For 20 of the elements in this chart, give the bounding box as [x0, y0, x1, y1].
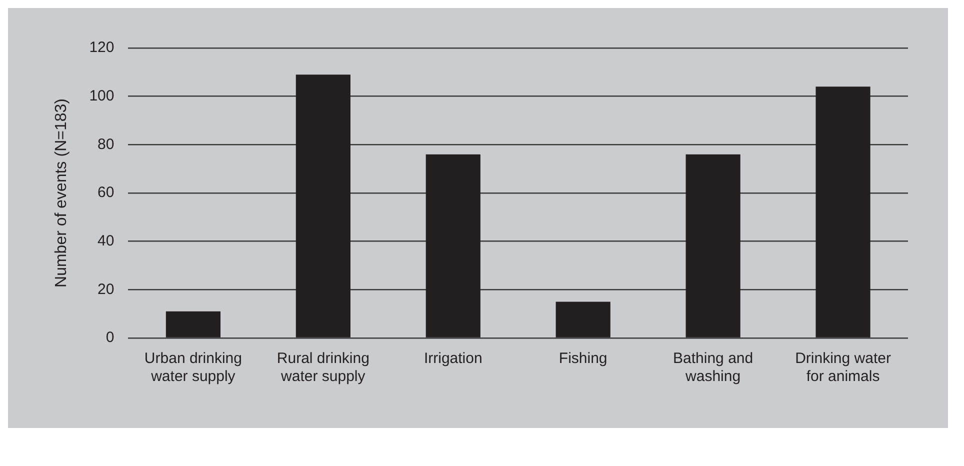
- bar: [556, 302, 610, 338]
- y-tick-label: 20: [98, 280, 114, 298]
- y-tick-label: 80: [98, 136, 114, 153]
- x-tick-label: Fishing: [558, 350, 608, 368]
- bar: [166, 311, 220, 338]
- bar: [816, 86, 870, 338]
- x-tick-label: Rural drinking water supply: [276, 350, 370, 386]
- y-tick-label: 40: [98, 232, 114, 250]
- x-tick-label: Drinking water for animals: [795, 350, 891, 386]
- x-tick-label: Bathing and washing: [673, 350, 754, 386]
- x-tick-label: Irrigation: [424, 350, 482, 368]
- bar: [686, 154, 740, 338]
- y-tick-label: 120: [89, 39, 114, 56]
- y-tick-label: 100: [89, 87, 114, 104]
- bar: [426, 154, 480, 338]
- y-tick-label: 60: [98, 184, 114, 202]
- y-axis-title: Number of events (N=183): [53, 98, 70, 288]
- y-tick-label: 0: [106, 329, 114, 346]
- x-tick-label: Urban drinking water supply: [144, 350, 242, 386]
- bar: [296, 74, 350, 338]
